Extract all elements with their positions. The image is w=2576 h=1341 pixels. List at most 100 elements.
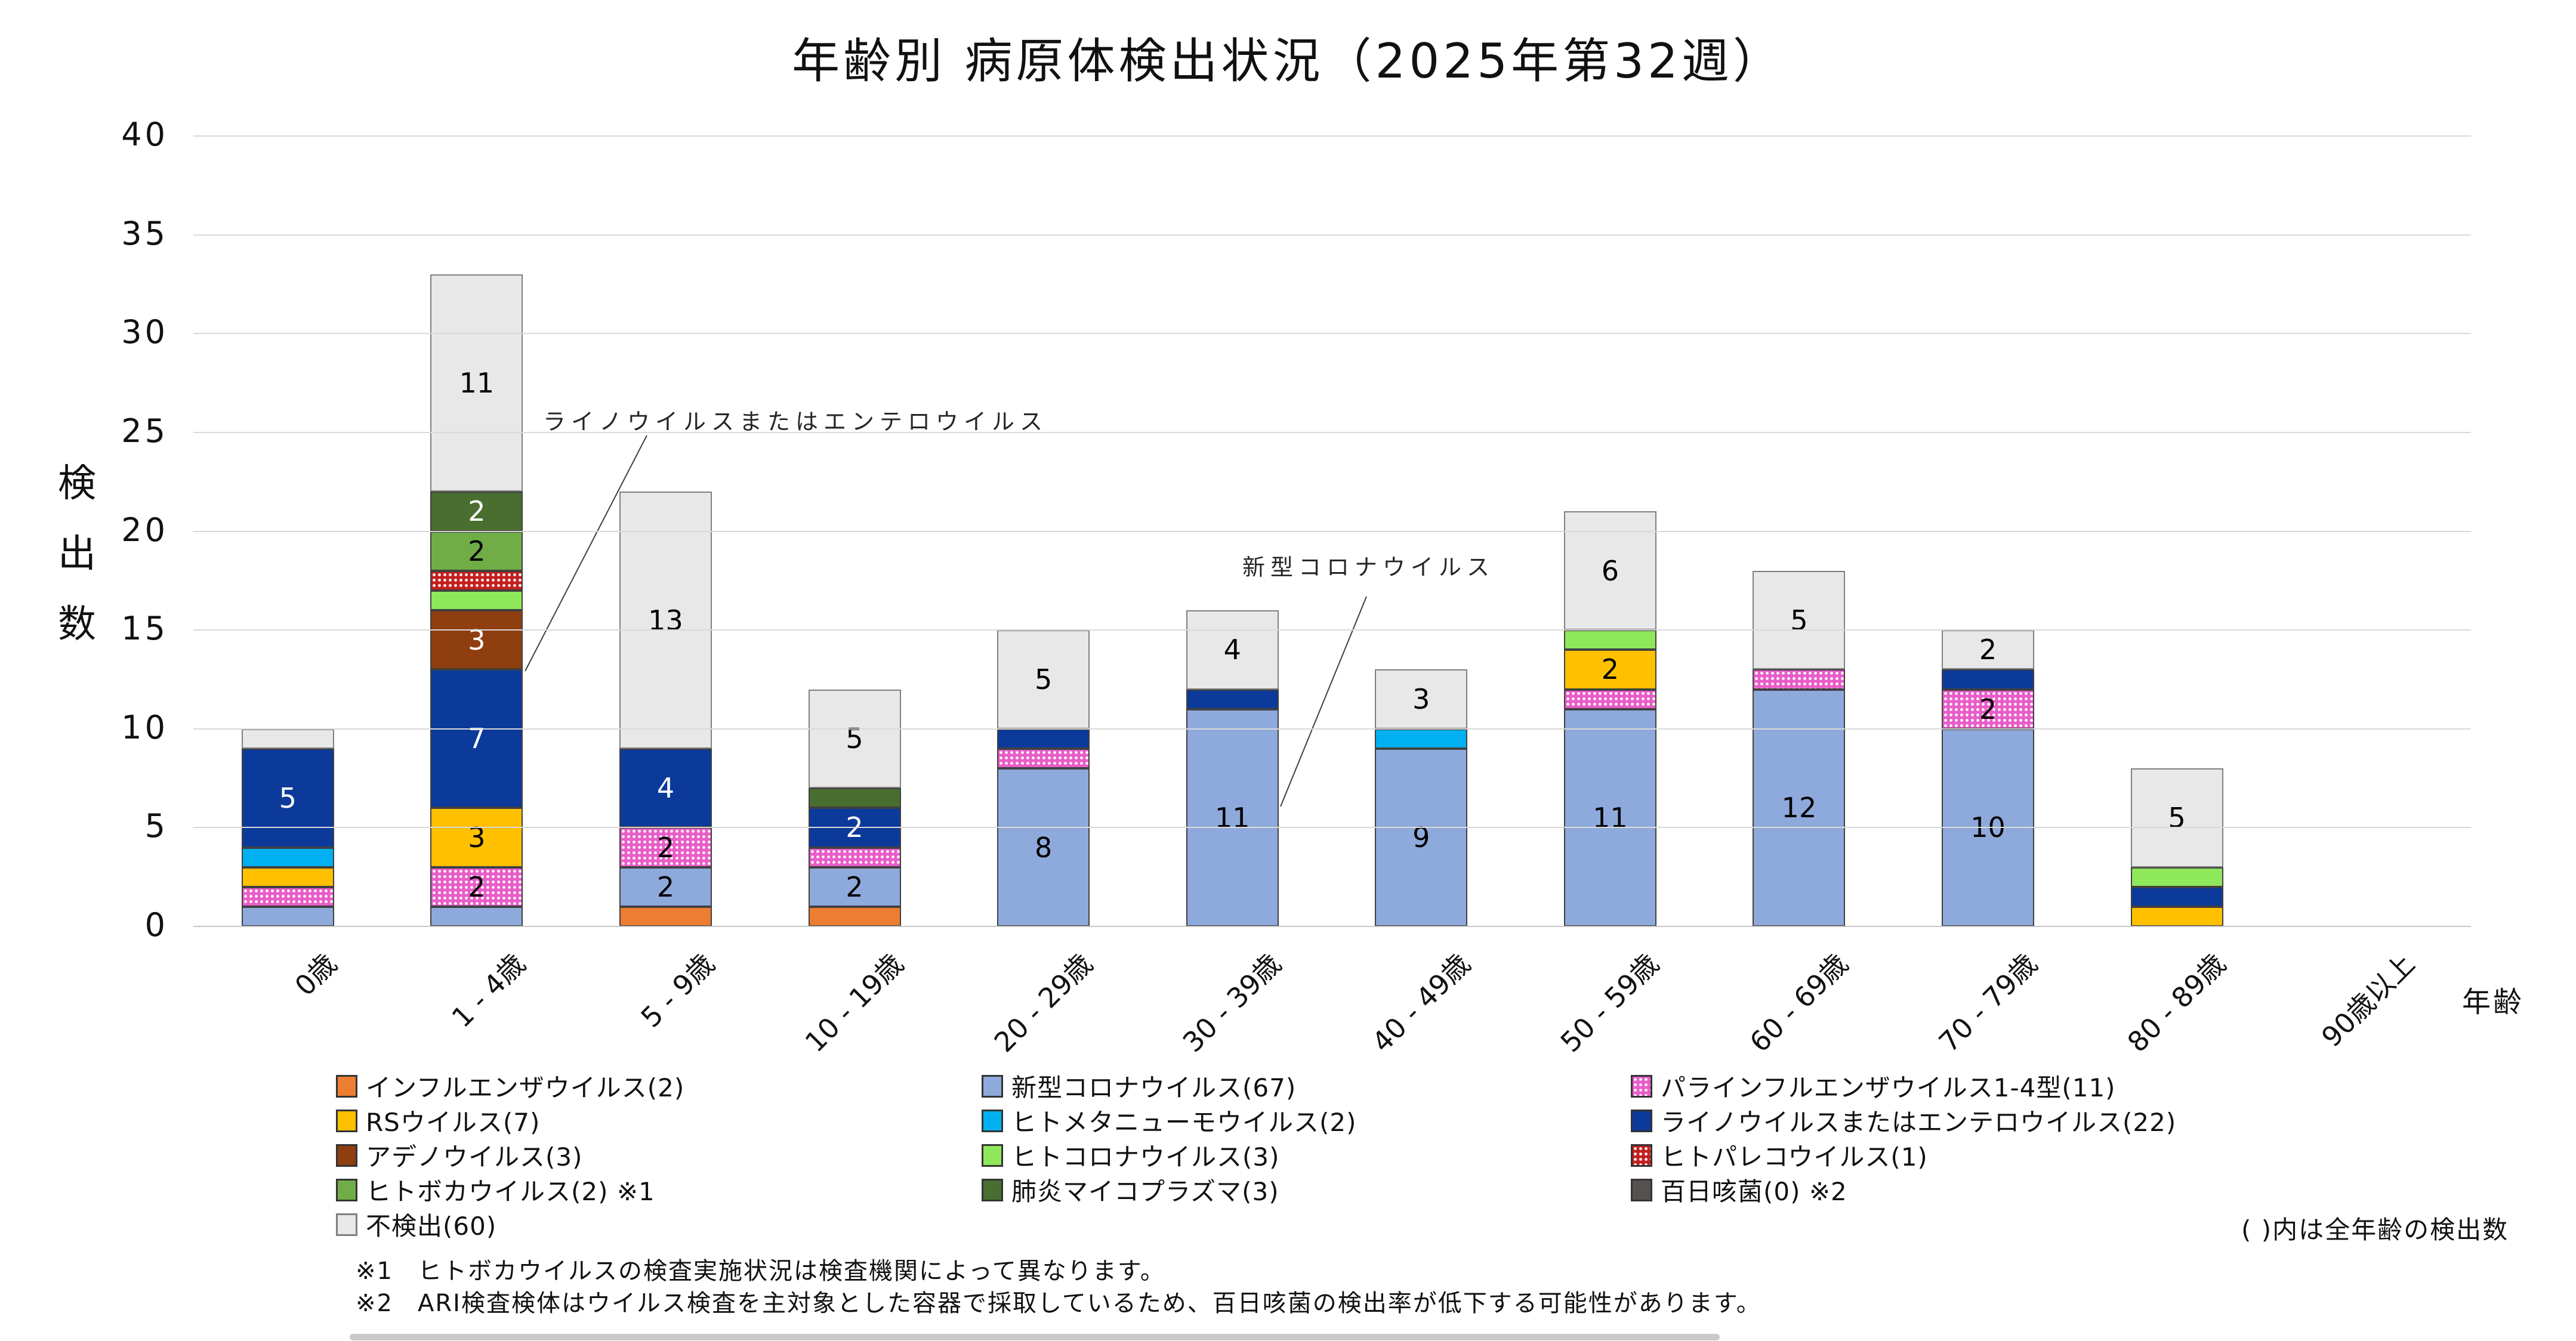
bar-segment-RSウイルス-50 - 59歳: 2 — [1563, 650, 1656, 690]
legend-item-RSウイルス: RSウイルス(7) — [336, 1102, 540, 1139]
legend-label: 百日咳菌(0) ※2 — [1661, 1177, 1847, 1206]
bar-value-label: 9 — [1412, 821, 1430, 854]
legend-label: インフルエンザウイルス(2) — [366, 1073, 685, 1102]
bar-segment-新型コロナウイルス-1 - 4歳 — [430, 906, 523, 926]
gridline-y-0 — [193, 926, 2471, 927]
footnote-2-text: ARI検査検体はウイルス検査を主対象とした容器で採取しているため、百日咳菌の検出… — [418, 1290, 1761, 1317]
horizontal-scrollbar-thumb[interactable] — [350, 1334, 1720, 1340]
bar-segment-新型コロナウイルス-30 - 39歳: 11 — [1186, 709, 1279, 926]
bar-segment-新型コロナウイルス-5 - 9歳: 2 — [619, 867, 712, 907]
legend-item-ヒトパレコウイルス: ヒトパレコウイルス(1) — [1631, 1137, 1928, 1173]
bar-value-label: 5 — [279, 781, 297, 814]
bar-value-label: 3 — [468, 623, 486, 656]
bar-segment-不検出-30 - 39歳: 4 — [1186, 610, 1279, 690]
y-tick-label: 40 — [121, 116, 168, 153]
bar-segment-ライノウイルスまたはエンテロウイルス-1 - 4歳: 7 — [430, 669, 523, 808]
y-tick-label: 15 — [121, 610, 168, 648]
bar-segment-RSウイルス-0歳 — [241, 867, 334, 887]
bar-segment-新型コロナウイルス-10 - 19歳: 2 — [808, 867, 901, 907]
legend-label: アデノウイルス(3) — [366, 1142, 583, 1172]
bar-value-label: 8 — [1034, 831, 1053, 864]
gridline-y-15 — [193, 629, 2471, 631]
bar-segment-ライノウイルスまたはエンテロウイルス-30 - 39歳 — [1186, 689, 1279, 709]
footnote-1: ※1 ヒトボカウイルスの検査実施状況は検査機関によって異なります。 — [356, 1252, 1165, 1286]
y-tick-label: 5 — [144, 807, 168, 845]
bar-value-label: 3 — [1412, 683, 1430, 716]
bar-value-label: 12 — [1781, 792, 1817, 824]
x-tick-label-70 - 79歳: 70 - 79歳 — [1932, 947, 2044, 1059]
bar-segment-インフルエンザウイルス-5 - 9歳 — [619, 906, 712, 926]
gridline-y-30 — [193, 333, 2471, 335]
gridline-y-40 — [193, 135, 2471, 137]
bar-segment-不検出-70 - 79歳: 2 — [1942, 630, 2035, 670]
bar-value-label: 2 — [468, 495, 486, 528]
bar-value-label: 2 — [1601, 653, 1619, 686]
x-tick-label-10 - 19歳: 10 - 19歳 — [798, 947, 910, 1059]
bar-value-label: 2 — [468, 870, 486, 903]
gridline-y-25 — [193, 431, 2471, 433]
bar-segment-RSウイルス-1 - 4歳: 3 — [430, 808, 523, 867]
footnote-1-text: ヒトボカウイルスの検査実施状況は検査機関によって異なります。 — [418, 1257, 1165, 1285]
bar-value-label: 11 — [1593, 801, 1628, 834]
bar-segment-不検出-60 - 69歳: 5 — [1753, 570, 1846, 670]
x-axis-title: 年齢 — [2462, 985, 2525, 1019]
x-tick-label-20 - 29歳: 20 - 29歳 — [988, 947, 1099, 1059]
bar-segment-不検出-50 - 59歳: 6 — [1563, 511, 1656, 631]
bar-segment-ヒトメタニューモウイルス-0歳 — [241, 847, 334, 867]
legend-label: ヒトパレコウイルス(1) — [1661, 1142, 1928, 1172]
bar-segment-新型コロナウイルス-60 - 69歳: 12 — [1753, 689, 1846, 926]
x-tick-label-30 - 39歳: 30 - 39歳 — [1176, 947, 1288, 1059]
legend-swatch-icon — [336, 1144, 357, 1167]
footnote-1-marker: ※1 — [356, 1257, 393, 1285]
y-axis-title-char: 出 — [58, 532, 96, 576]
legend-swatch-icon — [1631, 1144, 1652, 1167]
annotation-rhino-enterovirus: ライノウイルスまたはエンテロウイルス — [543, 409, 1048, 435]
bar-value-label: 5 — [846, 722, 863, 755]
legend-item-インフルエンザウイルス: インフルエンザウイルス(2) — [336, 1068, 684, 1104]
legend-swatch-icon — [982, 1178, 1003, 1201]
bar-segment-不検出-10 - 19歳: 5 — [808, 689, 901, 789]
bar-segment-パラインフルエンザウイルス1-4型-10 - 19歳 — [808, 847, 901, 867]
bar-value-label: 5 — [1790, 604, 1808, 636]
bar-segment-アデノウイルス-1 - 4歳: 3 — [430, 610, 523, 670]
y-axis-title-char: 検 — [58, 462, 96, 506]
y-tick-label: 35 — [121, 214, 168, 252]
legend-label: ライノウイルスまたはエンテロウイルス(22) — [1661, 1108, 2177, 1137]
legend-label: 不検出(60) — [366, 1212, 497, 1241]
x-tick-label-0歳: 0歳 — [288, 947, 343, 1002]
bar-segment-新型コロナウイルス-40 - 49歳: 9 — [1375, 748, 1468, 926]
bar-segment-ヒトコロナウイルス-50 - 59歳 — [1563, 630, 1656, 650]
bar-segment-不検出-20 - 29歳: 5 — [997, 630, 1090, 729]
legend-item-新型コロナウイルス: 新型コロナウイルス(67) — [982, 1068, 1296, 1104]
y-axis-title: 検 出 数 — [50, 449, 104, 660]
bar-segment-パラインフルエンザウイルス1-4型-60 - 69歳 — [1753, 669, 1846, 690]
gridline-y-5 — [193, 827, 2471, 829]
legend-label: 新型コロナウイルス(67) — [1011, 1073, 1297, 1102]
footnote-2: ※2 ARI検査検体はウイルス検査を主対象とした容器で採取しているため、百日咳菌の… — [356, 1284, 1761, 1318]
gridline-y-20 — [193, 530, 2471, 532]
legend-swatch-icon — [982, 1109, 1003, 1132]
bar-value-label: 4 — [1223, 634, 1241, 666]
bar-segment-パラインフルエンザウイルス1-4型-70 - 79歳: 2 — [1942, 689, 2035, 729]
legend-swatch-icon — [336, 1109, 357, 1132]
x-tick-label-1 - 4歳: 1 - 4歳 — [445, 947, 532, 1034]
bar-value-label: 7 — [468, 722, 486, 755]
legend-swatch-icon — [336, 1213, 357, 1236]
bar-value-label: 5 — [1034, 663, 1053, 696]
bar-segment-不検出-1 - 4歳: 11 — [430, 274, 523, 492]
bar-value-label: 11 — [459, 367, 495, 400]
legend-swatch-icon — [982, 1074, 1003, 1098]
bar-value-label: 11 — [1214, 801, 1250, 834]
bar-segment-ヒトパレコウイルス-1 - 4歳 — [430, 570, 523, 591]
legend-label: RSウイルス(7) — [366, 1108, 541, 1137]
bar-segment-ヒトコロナウイルス-80 - 89歳 — [2130, 867, 2223, 887]
x-tick-label-40 - 49歳: 40 - 49歳 — [1365, 947, 1477, 1059]
x-tick-label-80 - 89歳: 80 - 89歳 — [2121, 947, 2232, 1059]
footnote-2-marker: ※2 — [356, 1290, 393, 1317]
bar-value-label: 13 — [648, 604, 683, 636]
bar-value-label: 2 — [656, 831, 675, 864]
legend-swatch-icon — [336, 1178, 357, 1201]
bar-segment-肺炎マイコプラズマ-1 - 4歳: 2 — [430, 492, 523, 532]
legend-label: 肺炎マイコプラズマ(3) — [1011, 1177, 1279, 1206]
legend-label: ヒトメタニューモウイルス(2) — [1011, 1108, 1357, 1137]
